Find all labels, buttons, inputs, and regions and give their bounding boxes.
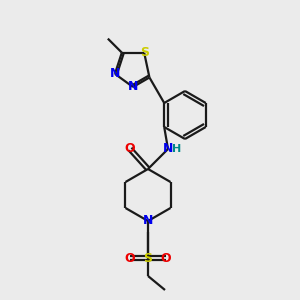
Text: O: O (125, 142, 135, 155)
Text: O: O (161, 251, 171, 265)
Text: N: N (143, 214, 153, 227)
Text: N: N (110, 68, 120, 80)
Text: N: N (128, 80, 138, 94)
Text: N: N (163, 142, 173, 155)
Text: S: S (143, 251, 152, 265)
Text: S: S (140, 46, 149, 59)
Text: H: H (172, 144, 182, 154)
Text: O: O (125, 251, 135, 265)
